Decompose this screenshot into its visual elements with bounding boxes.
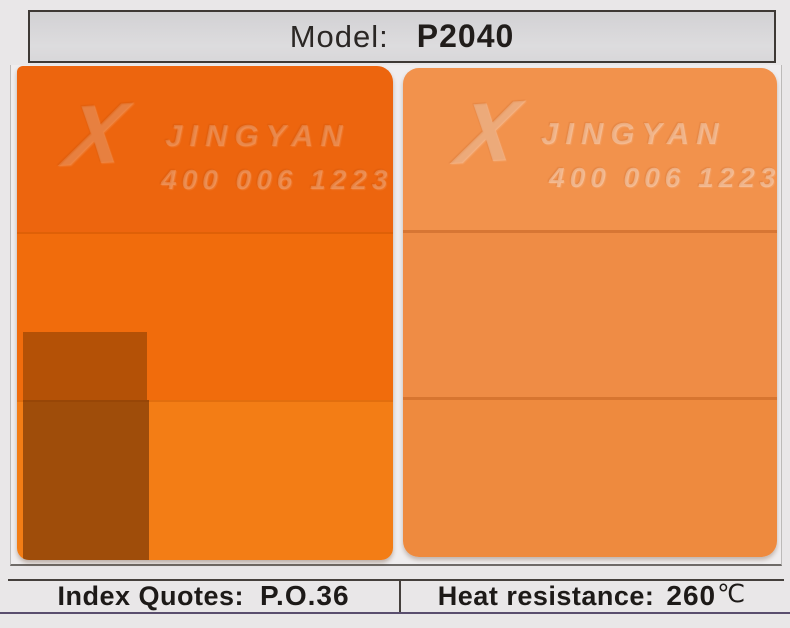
- chip-right-top-band: X JINGYAN 400 006 1223: [403, 68, 777, 230]
- brand-logo-icon: X: [57, 85, 134, 185]
- model-value: P2040: [416, 18, 515, 54]
- model-header: Model: P2040: [28, 10, 776, 63]
- index-quotes-value: P.O.36: [259, 580, 350, 611]
- embossed-brand-text: JINGYAN: [165, 118, 350, 153]
- chip-left-middle-band: [17, 232, 393, 400]
- chip-right-embossing: X JINGYAN 400 006 1223: [403, 68, 777, 238]
- brand-logo-icon: X: [449, 83, 526, 183]
- chip-left-embossing: X JINGYAN 400 006 1223: [17, 66, 393, 236]
- embossed-phone-text: 400 006 1223: [549, 162, 777, 193]
- chip-right-bottom-band: [403, 397, 777, 557]
- heat-resistance-unit: ℃: [717, 580, 746, 608]
- heat-resistance-label: Heat resistance:: [437, 580, 655, 611]
- index-quotes-cell: Index Quotes: P.O.36: [8, 580, 399, 612]
- footer-bottom-rule: [0, 612, 790, 614]
- index-quotes-label: Index Quotes:: [57, 580, 244, 611]
- model-label: Model:: [289, 18, 389, 54]
- chip-left-top-band: X JINGYAN 400 006 1223: [17, 66, 393, 232]
- color-chip-left: X JINGYAN 400 006 1223: [17, 66, 393, 560]
- footer-top-rule: [8, 579, 784, 581]
- chip-panel: X JINGYAN 400 006 1223 X JINGYAN 400 006…: [10, 65, 782, 566]
- footer-cell-divider: [399, 579, 401, 614]
- embossed-phone-text: 400 006 1223: [161, 164, 393, 195]
- cast-shadow-lower: [23, 400, 149, 560]
- cast-shadow-upper: [23, 332, 147, 400]
- heat-resistance-cell: Heat resistance: 260 ℃: [401, 580, 782, 612]
- heat-resistance-value: 260: [666, 580, 717, 611]
- chip-right-middle-band: [403, 230, 777, 397]
- embossed-brand-text: JINGYAN: [541, 116, 726, 151]
- heat-resistance-value-group: 260 ℃: [666, 580, 745, 612]
- color-chip-right: X JINGYAN 400 006 1223: [403, 68, 777, 557]
